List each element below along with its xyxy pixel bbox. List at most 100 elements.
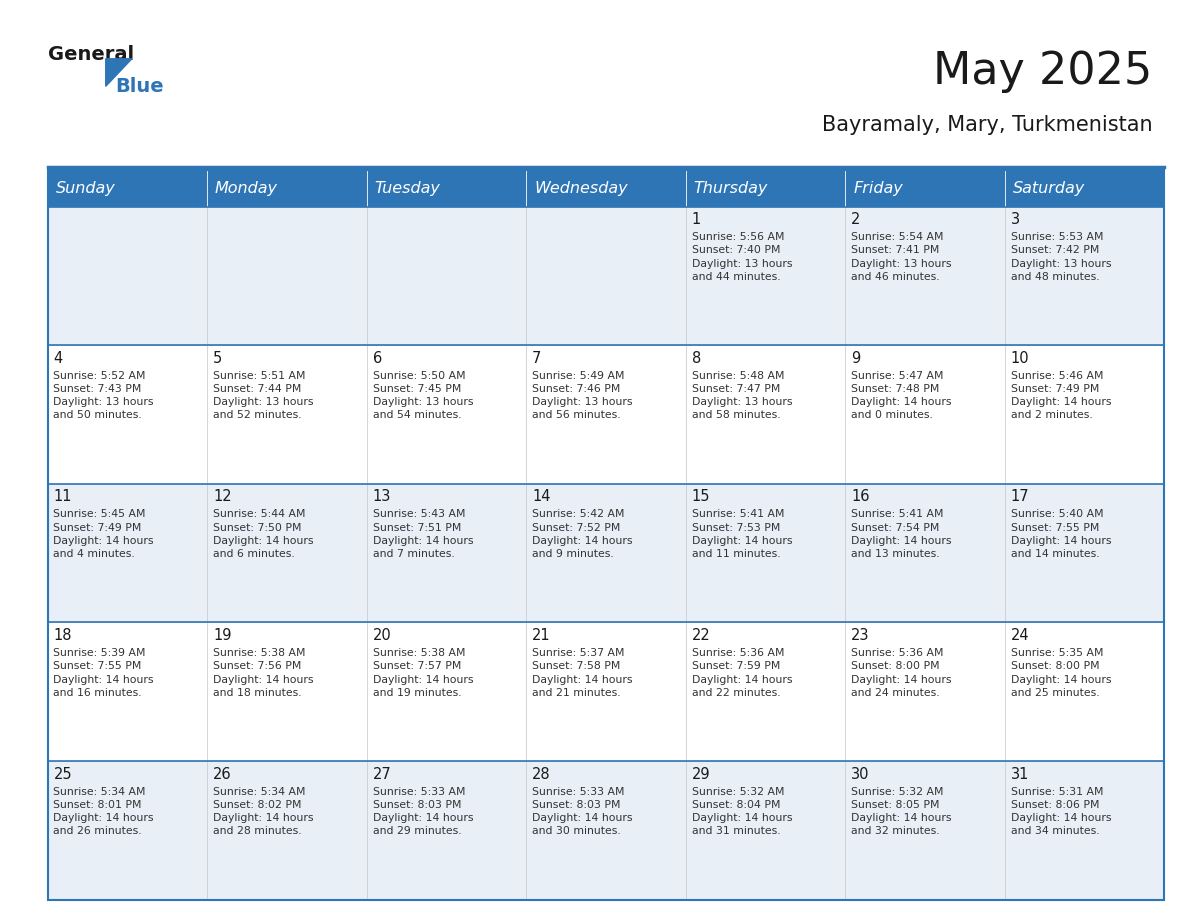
FancyBboxPatch shape <box>48 170 207 207</box>
Text: 10: 10 <box>1011 351 1029 365</box>
FancyBboxPatch shape <box>1005 207 1164 345</box>
Text: 20: 20 <box>373 628 391 643</box>
Text: Monday: Monday <box>215 181 278 196</box>
FancyBboxPatch shape <box>526 622 685 761</box>
Text: Sunrise: 5:49 AM
Sunset: 7:46 PM
Daylight: 13 hours
and 56 minutes.: Sunrise: 5:49 AM Sunset: 7:46 PM Dayligh… <box>532 371 632 420</box>
FancyBboxPatch shape <box>685 170 845 207</box>
FancyBboxPatch shape <box>207 207 367 345</box>
FancyBboxPatch shape <box>685 207 845 345</box>
Text: 16: 16 <box>851 489 870 504</box>
Text: Sunrise: 5:32 AM
Sunset: 8:05 PM
Daylight: 14 hours
and 32 minutes.: Sunrise: 5:32 AM Sunset: 8:05 PM Dayligh… <box>851 787 952 836</box>
Text: 6: 6 <box>373 351 381 365</box>
Text: Sunrise: 5:51 AM
Sunset: 7:44 PM
Daylight: 13 hours
and 52 minutes.: Sunrise: 5:51 AM Sunset: 7:44 PM Dayligh… <box>213 371 314 420</box>
Text: 5: 5 <box>213 351 222 365</box>
Text: 27: 27 <box>373 767 391 781</box>
Text: 1: 1 <box>691 212 701 227</box>
Text: 26: 26 <box>213 767 232 781</box>
Text: Sunrise: 5:52 AM
Sunset: 7:43 PM
Daylight: 13 hours
and 50 minutes.: Sunrise: 5:52 AM Sunset: 7:43 PM Dayligh… <box>53 371 154 420</box>
FancyBboxPatch shape <box>48 761 207 900</box>
Text: Sunrise: 5:45 AM
Sunset: 7:49 PM
Daylight: 14 hours
and 4 minutes.: Sunrise: 5:45 AM Sunset: 7:49 PM Dayligh… <box>53 509 154 559</box>
FancyBboxPatch shape <box>1005 345 1164 484</box>
Text: Sunrise: 5:47 AM
Sunset: 7:48 PM
Daylight: 14 hours
and 0 minutes.: Sunrise: 5:47 AM Sunset: 7:48 PM Dayligh… <box>851 371 952 420</box>
Text: Sunrise: 5:34 AM
Sunset: 8:02 PM
Daylight: 14 hours
and 28 minutes.: Sunrise: 5:34 AM Sunset: 8:02 PM Dayligh… <box>213 787 314 836</box>
Text: 28: 28 <box>532 767 551 781</box>
Text: Sunrise: 5:36 AM
Sunset: 7:59 PM
Daylight: 14 hours
and 22 minutes.: Sunrise: 5:36 AM Sunset: 7:59 PM Dayligh… <box>691 648 792 698</box>
FancyBboxPatch shape <box>685 622 845 761</box>
Text: Sunrise: 5:37 AM
Sunset: 7:58 PM
Daylight: 14 hours
and 21 minutes.: Sunrise: 5:37 AM Sunset: 7:58 PM Dayligh… <box>532 648 632 698</box>
Text: Thursday: Thursday <box>694 181 767 196</box>
FancyBboxPatch shape <box>48 484 207 622</box>
Text: Sunrise: 5:53 AM
Sunset: 7:42 PM
Daylight: 13 hours
and 48 minutes.: Sunrise: 5:53 AM Sunset: 7:42 PM Dayligh… <box>1011 232 1111 282</box>
Text: 12: 12 <box>213 489 232 504</box>
Text: Sunrise: 5:35 AM
Sunset: 8:00 PM
Daylight: 14 hours
and 25 minutes.: Sunrise: 5:35 AM Sunset: 8:00 PM Dayligh… <box>1011 648 1111 698</box>
FancyBboxPatch shape <box>367 622 526 761</box>
FancyBboxPatch shape <box>207 345 367 484</box>
Text: Sunrise: 5:36 AM
Sunset: 8:00 PM
Daylight: 14 hours
and 24 minutes.: Sunrise: 5:36 AM Sunset: 8:00 PM Dayligh… <box>851 648 952 698</box>
Text: 18: 18 <box>53 628 72 643</box>
Text: Sunrise: 5:34 AM
Sunset: 8:01 PM
Daylight: 14 hours
and 26 minutes.: Sunrise: 5:34 AM Sunset: 8:01 PM Dayligh… <box>53 787 154 836</box>
Text: Sunday: Sunday <box>56 181 115 196</box>
Text: Saturday: Saturday <box>1012 181 1085 196</box>
Text: May 2025: May 2025 <box>933 50 1152 94</box>
FancyBboxPatch shape <box>685 761 845 900</box>
Text: Sunrise: 5:39 AM
Sunset: 7:55 PM
Daylight: 14 hours
and 16 minutes.: Sunrise: 5:39 AM Sunset: 7:55 PM Dayligh… <box>53 648 154 698</box>
FancyBboxPatch shape <box>48 622 207 761</box>
Text: Sunrise: 5:33 AM
Sunset: 8:03 PM
Daylight: 14 hours
and 29 minutes.: Sunrise: 5:33 AM Sunset: 8:03 PM Dayligh… <box>373 787 473 836</box>
Text: 8: 8 <box>691 351 701 365</box>
Text: Sunrise: 5:44 AM
Sunset: 7:50 PM
Daylight: 14 hours
and 6 minutes.: Sunrise: 5:44 AM Sunset: 7:50 PM Dayligh… <box>213 509 314 559</box>
FancyBboxPatch shape <box>207 170 367 207</box>
Text: Sunrise: 5:56 AM
Sunset: 7:40 PM
Daylight: 13 hours
and 44 minutes.: Sunrise: 5:56 AM Sunset: 7:40 PM Dayligh… <box>691 232 792 282</box>
Text: Sunrise: 5:41 AM
Sunset: 7:53 PM
Daylight: 14 hours
and 11 minutes.: Sunrise: 5:41 AM Sunset: 7:53 PM Dayligh… <box>691 509 792 559</box>
Text: Sunrise: 5:48 AM
Sunset: 7:47 PM
Daylight: 13 hours
and 58 minutes.: Sunrise: 5:48 AM Sunset: 7:47 PM Dayligh… <box>691 371 792 420</box>
Text: 19: 19 <box>213 628 232 643</box>
Text: Sunrise: 5:32 AM
Sunset: 8:04 PM
Daylight: 14 hours
and 31 minutes.: Sunrise: 5:32 AM Sunset: 8:04 PM Dayligh… <box>691 787 792 836</box>
Text: 14: 14 <box>532 489 550 504</box>
FancyBboxPatch shape <box>207 622 367 761</box>
Text: Sunrise: 5:38 AM
Sunset: 7:57 PM
Daylight: 14 hours
and 19 minutes.: Sunrise: 5:38 AM Sunset: 7:57 PM Dayligh… <box>373 648 473 698</box>
FancyBboxPatch shape <box>845 484 1005 622</box>
FancyBboxPatch shape <box>48 207 207 345</box>
Text: Sunrise: 5:38 AM
Sunset: 7:56 PM
Daylight: 14 hours
and 18 minutes.: Sunrise: 5:38 AM Sunset: 7:56 PM Dayligh… <box>213 648 314 698</box>
Text: Friday: Friday <box>853 181 903 196</box>
FancyBboxPatch shape <box>526 207 685 345</box>
FancyBboxPatch shape <box>367 484 526 622</box>
FancyBboxPatch shape <box>1005 622 1164 761</box>
Text: Bayramaly, Mary, Turkmenistan: Bayramaly, Mary, Turkmenistan <box>822 115 1152 135</box>
FancyBboxPatch shape <box>526 345 685 484</box>
Text: Wednesday: Wednesday <box>535 181 627 196</box>
Text: 24: 24 <box>1011 628 1029 643</box>
Text: 29: 29 <box>691 767 710 781</box>
Text: Sunrise: 5:41 AM
Sunset: 7:54 PM
Daylight: 14 hours
and 13 minutes.: Sunrise: 5:41 AM Sunset: 7:54 PM Dayligh… <box>851 509 952 559</box>
FancyBboxPatch shape <box>845 761 1005 900</box>
FancyBboxPatch shape <box>1005 484 1164 622</box>
FancyBboxPatch shape <box>1005 761 1164 900</box>
Text: Sunrise: 5:31 AM
Sunset: 8:06 PM
Daylight: 14 hours
and 34 minutes.: Sunrise: 5:31 AM Sunset: 8:06 PM Dayligh… <box>1011 787 1111 836</box>
Text: 21: 21 <box>532 628 551 643</box>
Text: 13: 13 <box>373 489 391 504</box>
Text: Sunrise: 5:42 AM
Sunset: 7:52 PM
Daylight: 14 hours
and 9 minutes.: Sunrise: 5:42 AM Sunset: 7:52 PM Dayligh… <box>532 509 632 559</box>
FancyBboxPatch shape <box>367 761 526 900</box>
Text: 17: 17 <box>1011 489 1029 504</box>
FancyBboxPatch shape <box>526 484 685 622</box>
Text: 30: 30 <box>851 767 870 781</box>
FancyBboxPatch shape <box>207 761 367 900</box>
Text: 15: 15 <box>691 489 710 504</box>
FancyBboxPatch shape <box>1005 170 1164 207</box>
Text: 2: 2 <box>851 212 860 227</box>
Text: Sunrise: 5:50 AM
Sunset: 7:45 PM
Daylight: 13 hours
and 54 minutes.: Sunrise: 5:50 AM Sunset: 7:45 PM Dayligh… <box>373 371 473 420</box>
Text: Sunrise: 5:43 AM
Sunset: 7:51 PM
Daylight: 14 hours
and 7 minutes.: Sunrise: 5:43 AM Sunset: 7:51 PM Dayligh… <box>373 509 473 559</box>
Text: 11: 11 <box>53 489 72 504</box>
Text: Blue: Blue <box>115 77 164 96</box>
Text: Tuesday: Tuesday <box>374 181 441 196</box>
Polygon shape <box>106 59 132 86</box>
FancyBboxPatch shape <box>48 345 207 484</box>
Text: 31: 31 <box>1011 767 1029 781</box>
FancyBboxPatch shape <box>526 761 685 900</box>
FancyBboxPatch shape <box>207 484 367 622</box>
FancyBboxPatch shape <box>526 170 685 207</box>
Text: General: General <box>48 45 133 64</box>
Text: 25: 25 <box>53 767 72 781</box>
Text: 9: 9 <box>851 351 860 365</box>
Text: 3: 3 <box>1011 212 1019 227</box>
Text: 7: 7 <box>532 351 542 365</box>
